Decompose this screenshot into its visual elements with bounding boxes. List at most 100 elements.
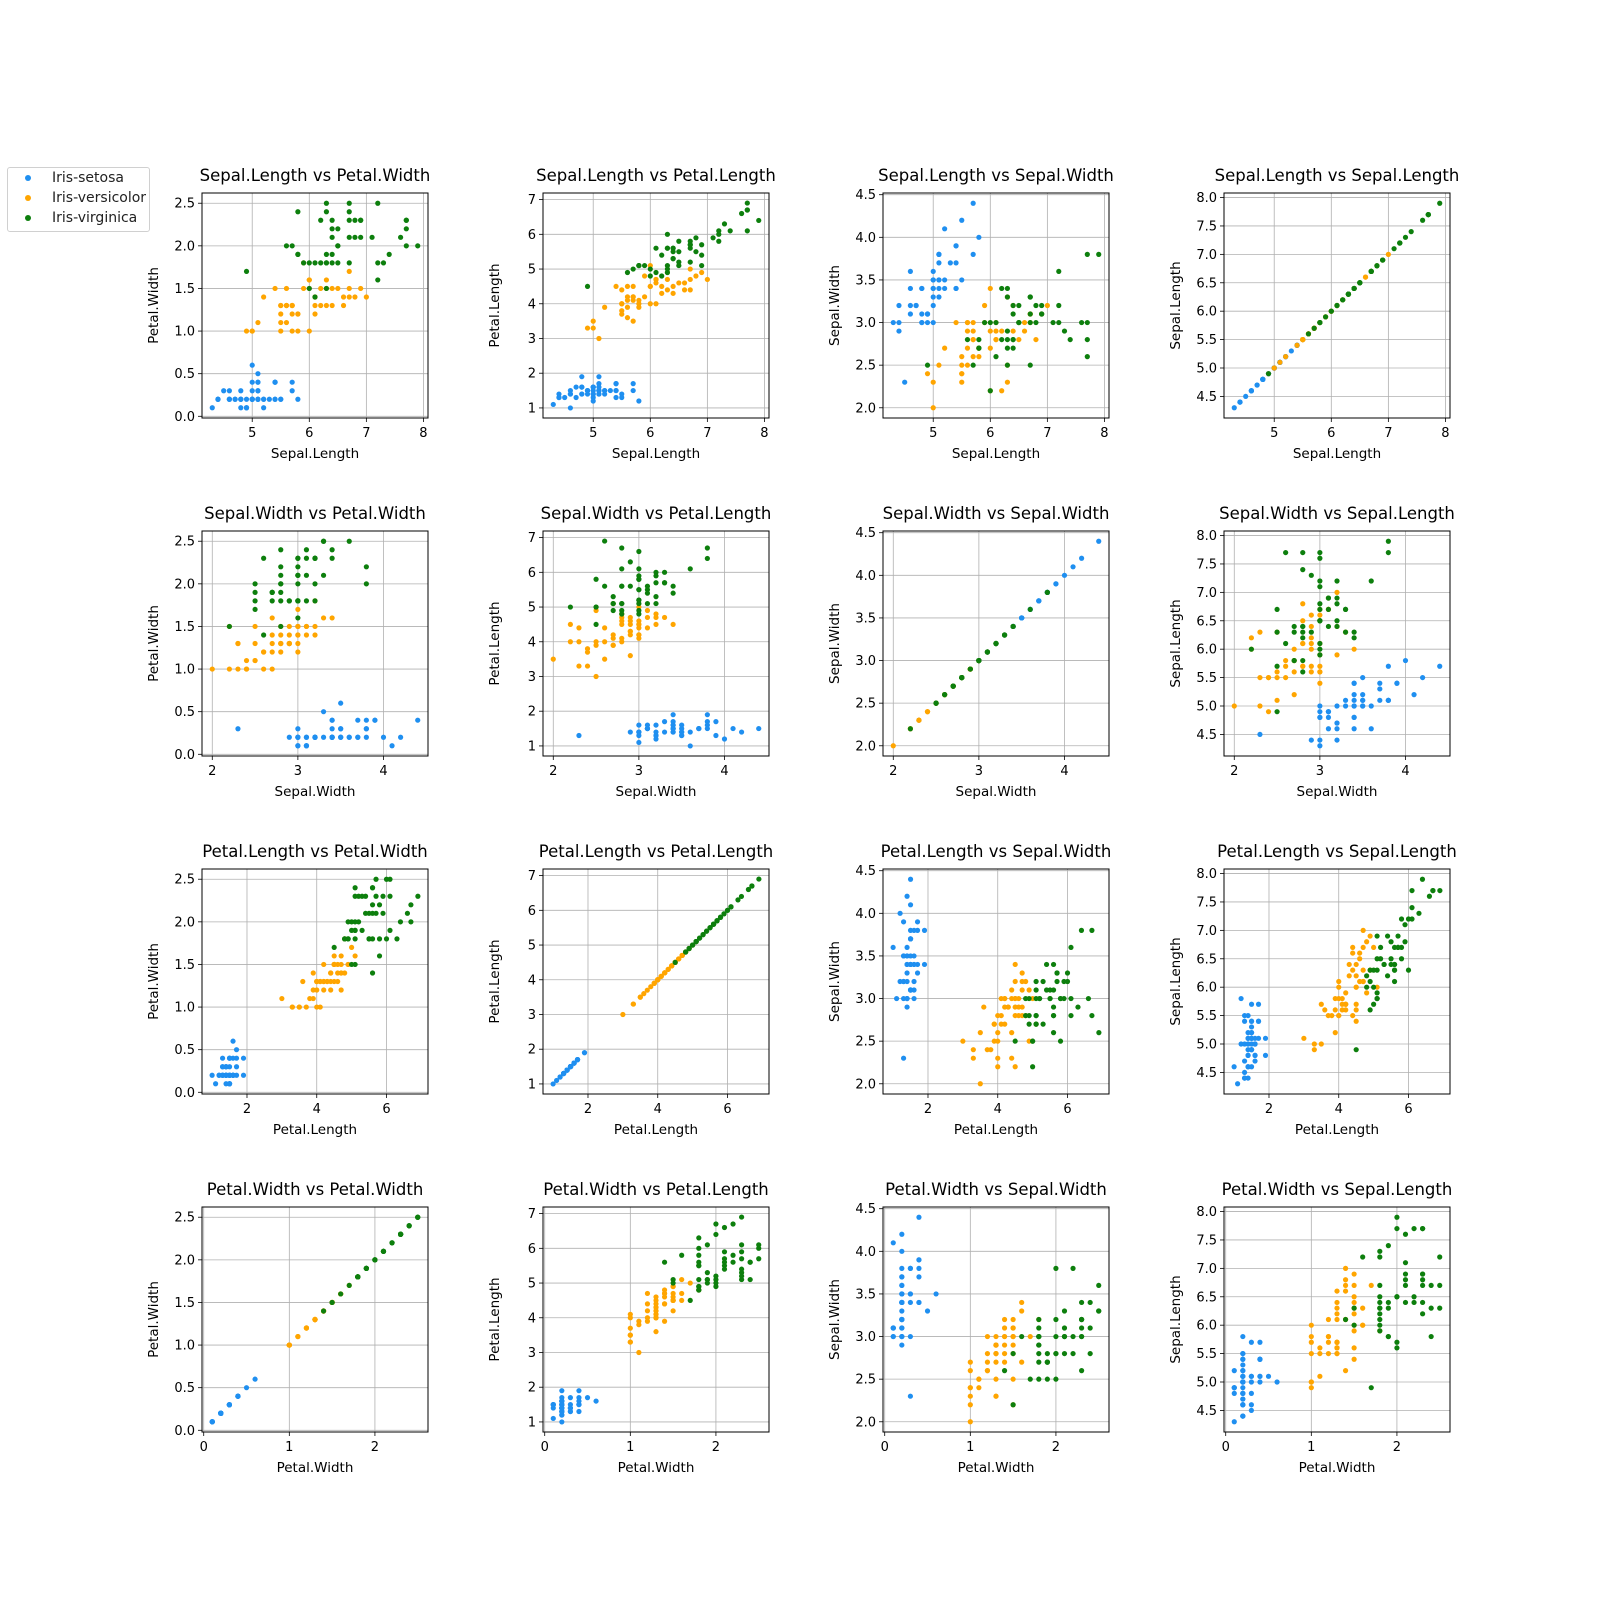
data-point-iris-virginica: [1402, 1277, 1409, 1283]
data-point-iris-versicolor: [1342, 1282, 1349, 1289]
data-point-iris-versicolor: [283, 285, 290, 292]
data-point-iris-setosa: [930, 294, 936, 300]
data-point-iris-virginica: [1300, 567, 1306, 573]
data-point-iris-versicolor: [619, 621, 625, 628]
data-point-iris-versicolor: [981, 1004, 987, 1010]
plot-frame: [1223, 868, 1451, 1095]
data-point-iris-setosa: [942, 226, 948, 232]
data-point-iris-setosa: [899, 1265, 905, 1271]
data-point-iris-virginica: [653, 594, 659, 600]
data-point-iris-versicolor: [1019, 970, 1025, 976]
data-point-iris-versicolor: [1308, 612, 1314, 618]
data-point-iris-virginica: [363, 581, 369, 587]
data-point-iris-versicolor: [1308, 1385, 1314, 1391]
data-point-iris-versicolor: [346, 268, 352, 275]
data-point-iris-versicolor: [252, 657, 258, 664]
data-point-iris-setosa: [329, 726, 335, 732]
subplot-title: Sepal.Length vs Sepal.Width: [878, 166, 1114, 185]
data-point-iris-virginica: [283, 243, 290, 249]
data-point-iris-versicolor: [1027, 1333, 1033, 1340]
data-point-iris-versicolor: [1334, 1316, 1340, 1323]
data-point-iris-setosa: [338, 700, 344, 706]
data-point-iris-setosa: [363, 726, 369, 732]
data-point-iris-versicolor: [993, 1350, 999, 1357]
data-point-iris-virginica: [387, 927, 393, 933]
data-point-iris-virginica: [1371, 967, 1377, 973]
data-point-iris-versicolor: [987, 345, 993, 351]
y-tick-label: 4.5: [1196, 1404, 1217, 1419]
data-point-iris-virginica: [318, 217, 324, 223]
data-point-iris-virginica: [306, 260, 312, 266]
data-point-iris-virginica: [1033, 1012, 1039, 1019]
data-point-iris-virginica: [398, 234, 404, 240]
data-point-iris-versicolor: [1334, 1288, 1340, 1294]
data-point-iris-setosa: [1257, 1373, 1263, 1379]
data-point-iris-setosa: [574, 1057, 581, 1063]
data-point-iris-versicolor: [1026, 987, 1032, 993]
data-point-iris-setosa: [1252, 1058, 1258, 1064]
data-point-iris-setosa: [959, 277, 965, 283]
data-point-iris-setosa: [890, 1240, 896, 1246]
data-point-iris-virginica: [1036, 1342, 1042, 1348]
plot-frame: [542, 192, 770, 419]
data-point-iris-versicolor: [1016, 336, 1022, 343]
data-point-iris-versicolor: [1351, 1294, 1357, 1300]
data-point-iris-versicolor: [295, 328, 301, 334]
data-point-iris-setosa: [904, 970, 910, 976]
data-point-iris-virginica: [1016, 319, 1022, 326]
data-point-iris-virginica: [359, 927, 365, 933]
data-point-iris-versicolor: [1294, 342, 1300, 348]
data-point-iris-setosa: [916, 1214, 922, 1220]
data-point-iris-virginica: [1305, 331, 1312, 337]
data-point-iris-setosa: [1240, 1396, 1246, 1402]
x-axis-label: Sepal.Length: [1293, 446, 1381, 462]
data-point-iris-virginica: [942, 692, 948, 698]
data-point-iris-versicolor: [1346, 973, 1352, 979]
data-point-iris-versicolor: [1010, 1376, 1016, 1382]
y-tick-label: 3: [528, 670, 536, 685]
data-point-iris-virginica: [1377, 1316, 1383, 1323]
x-tick-label: 2: [1265, 1102, 1273, 1117]
data-point-iris-virginica: [653, 245, 659, 251]
y-tick-label: 6.0: [1196, 643, 1217, 658]
data-point-iris-versicolor: [1019, 1359, 1025, 1365]
y-tick-label: 0.0: [174, 410, 195, 425]
y-tick-label: 2.0: [855, 401, 876, 416]
y-tick-label: 4.0: [855, 1245, 876, 1260]
data-point-iris-versicolor: [243, 328, 250, 334]
y-tick-label: 6.5: [1196, 614, 1217, 629]
data-point-iris-versicolor: [1300, 663, 1306, 669]
data-point-iris-setosa: [564, 1067, 570, 1073]
data-point-iris-setosa: [579, 391, 585, 397]
x-tick-label: 3: [294, 764, 302, 779]
data-point-iris-virginica: [1420, 1282, 1426, 1289]
data-point-iris-setosa: [295, 734, 301, 740]
data-point-iris-virginica: [747, 1276, 753, 1283]
y-tick-label: 7.0: [1196, 1262, 1217, 1277]
data-point-iris-setosa: [739, 729, 745, 735]
data-point-iris-virginica: [1291, 657, 1297, 664]
data-point-iris-versicolor: [1353, 961, 1359, 968]
y-tick-label: 1.0: [174, 325, 195, 340]
data-point-iris-virginica: [1053, 1316, 1059, 1323]
x-axis-label: Petal.Length: [614, 1122, 698, 1138]
data-point-iris-virginica: [699, 252, 705, 258]
data-point-iris-virginica: [627, 583, 633, 589]
data-point-iris-setosa: [1096, 538, 1102, 544]
data-point-iris-versicolor: [1332, 1030, 1338, 1036]
y-tick-label: 0.5: [174, 367, 195, 382]
data-point-iris-setosa: [653, 729, 659, 735]
y-tick-label: 5.5: [1196, 1347, 1217, 1362]
data-point-iris-virginica: [756, 876, 762, 882]
y-axis-label: Petal.Width: [146, 1281, 162, 1358]
y-tick-label: 8.0: [1196, 191, 1217, 206]
data-point-iris-versicolor: [363, 294, 369, 300]
data-point-iris-setosa: [1061, 572, 1068, 578]
data-point-iris-virginica: [644, 590, 651, 596]
data-point-iris-versicolor: [1334, 589, 1340, 595]
data-point-iris-virginica: [1420, 1311, 1426, 1317]
data-point-iris-setosa: [1231, 1419, 1237, 1425]
data-point-iris-setosa: [243, 405, 250, 411]
data-point-iris-setosa: [896, 328, 902, 334]
data-point-iris-setosa: [911, 995, 917, 1002]
